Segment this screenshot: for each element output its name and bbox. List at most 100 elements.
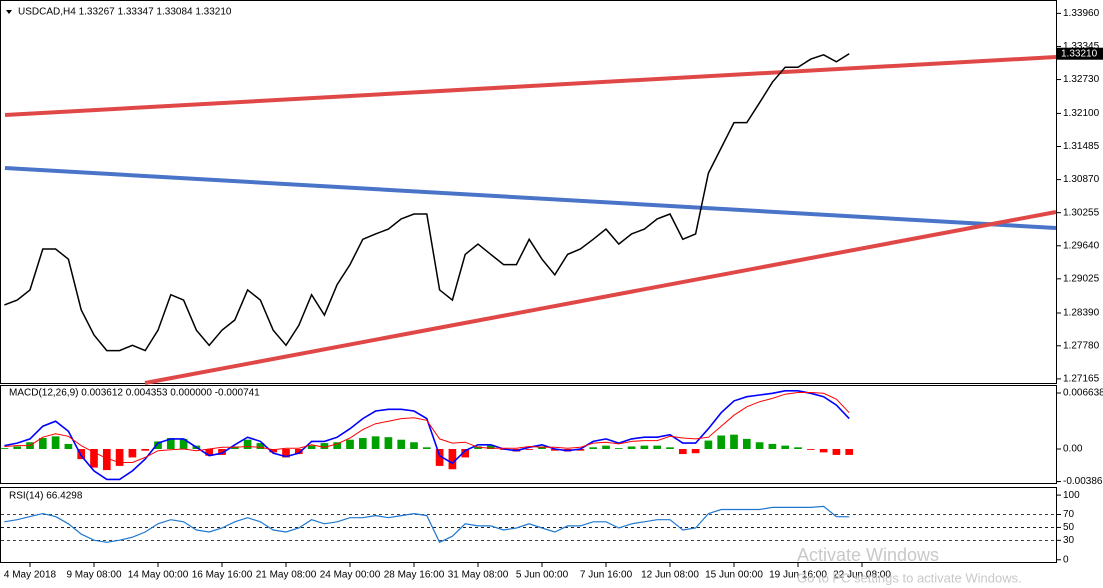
y-tick-label: 70: [1063, 509, 1075, 520]
histogram-bar: [166, 438, 175, 449]
data-line: [4, 53, 850, 352]
watermark-subtitle: Go to PC settings to activate Windows.: [797, 570, 1022, 585]
histogram-bar: [141, 448, 150, 451]
histogram-bar: [678, 448, 687, 455]
histogram-bar: [269, 448, 278, 453]
histogram-bar: [525, 448, 534, 450]
y-tick-label: 1.32730: [1063, 74, 1100, 85]
price-pane: [0, 0, 1057, 384]
histogram-bar: [179, 438, 188, 449]
histogram-bar: [128, 448, 137, 458]
y-tick-label: 1.29640: [1063, 240, 1100, 251]
histogram-bar: [13, 446, 22, 449]
histogram-bar: [755, 442, 764, 449]
x-tick-label: 22 Jun 08:00: [833, 570, 891, 581]
histogram-bar: [819, 448, 828, 453]
histogram-bar: [486, 445, 495, 449]
histogram-bar: [602, 445, 610, 449]
x-tick-label: 14 May 00:00: [128, 570, 189, 581]
histogram-bar: [282, 448, 290, 458]
resistance-line: [4, 55, 1057, 117]
y-tick-label: 30: [1063, 535, 1075, 546]
y-tick-label: 0: [1063, 554, 1069, 565]
histogram-bar: [768, 443, 777, 449]
y-tick-label: 1.27165: [1063, 374, 1100, 385]
last-price-box: [1057, 47, 1103, 60]
histogram-bar: [358, 438, 367, 449]
histogram-bar: [38, 438, 47, 449]
x-tick-label: 28 May 16:00: [384, 570, 445, 581]
histogram-bar: [666, 447, 674, 449]
chart-title: USDCAD,H4 1.33267 1.33347 1.33084 1.3321…: [18, 7, 232, 18]
histogram-bar: [640, 445, 649, 449]
y-tick-label: 1.33960: [1063, 8, 1100, 19]
histogram-bar: [90, 448, 98, 468]
histogram-bar: [320, 443, 329, 449]
rsi-title: RSI(14) 66.4298: [9, 491, 83, 502]
y-tick-label: 1.30255: [1063, 207, 1100, 218]
data-line: [4, 390, 850, 481]
histogram-bar: [51, 436, 60, 449]
histogram-bar: [410, 442, 418, 449]
histogram-bar: [346, 439, 354, 449]
histogram-bar: [742, 438, 751, 449]
rsi-pane: [0, 487, 1057, 563]
support-line: [144, 210, 1057, 385]
y-tick-label: 1.30870: [1063, 174, 1100, 185]
histogram-bar: [243, 439, 252, 449]
histogram-bar: [64, 443, 73, 449]
y-tick-label: 1.32100: [1063, 108, 1100, 119]
x-tick-label: 31 May 08:00: [448, 570, 509, 581]
histogram-bar: [717, 435, 726, 449]
histogram-bar: [256, 443, 265, 449]
histogram-bar: [576, 448, 585, 451]
last-price-label: 1.33210: [1061, 48, 1098, 59]
histogram-bar: [154, 441, 162, 449]
data-line: [4, 505, 850, 544]
menu-arrow[interactable]: [6, 10, 12, 14]
x-tick-label: 21 May 08:00: [256, 570, 317, 581]
histogram-bar: [435, 448, 444, 466]
histogram-bar: [794, 447, 802, 449]
histogram-bar: [115, 448, 124, 466]
histogram-bar: [845, 448, 854, 455]
y-tick-label: 1.27780: [1063, 340, 1100, 351]
histogram-bar: [102, 448, 111, 471]
macd-pane: [0, 385, 1057, 484]
histogram-bar: [333, 442, 342, 449]
x-tick-label: 5 Jun 00:00: [516, 570, 569, 581]
histogram-bar: [218, 448, 226, 455]
y-tick-label: 0.00: [1063, 444, 1083, 455]
histogram-bar: [205, 448, 214, 456]
x-tick-label: 4 May 2018: [4, 570, 57, 581]
y-tick-label: 1.33345: [1063, 41, 1100, 52]
histogram-bar: [691, 448, 700, 454]
histogram-bar: [307, 445, 316, 449]
histogram-bar: [781, 445, 790, 449]
y-tick-label: 1.28390: [1063, 308, 1100, 319]
x-tick-label: 19 Jun 16:00: [769, 570, 827, 581]
x-tick-label: 16 May 16:00: [192, 570, 253, 581]
x-tick-label: 12 Jun 08:00: [641, 570, 699, 581]
histogram-bar: [0, 448, 9, 449]
histogram-bar: [294, 448, 303, 455]
histogram-bar: [704, 440, 713, 449]
data-line: [4, 392, 850, 463]
trendlines: [4, 55, 1057, 385]
x-tick-label: 7 Jun 16:00: [580, 570, 633, 581]
x-tick-label: 9 May 08:00: [66, 570, 121, 581]
histogram-bar: [371, 436, 380, 449]
histogram-bar: [627, 446, 636, 449]
histogram-bar: [384, 437, 393, 449]
histogram-bar: [422, 447, 431, 449]
histogram-bar: [448, 448, 457, 470]
histogram-bar: [832, 448, 841, 455]
y-tick-label: 50: [1063, 522, 1075, 533]
histogram-bar: [806, 448, 815, 450]
macd-title: MACD(12,26,9) 0.003612 0.004353 0.000000…: [9, 388, 260, 399]
watermark-title: Activate Windows: [797, 545, 939, 565]
marks: 4 May 2018 9 May 08:00 14 May 00:00 16 May …: [0, 8, 1103, 581]
y-tick-label: 0.006638: [1063, 388, 1103, 399]
